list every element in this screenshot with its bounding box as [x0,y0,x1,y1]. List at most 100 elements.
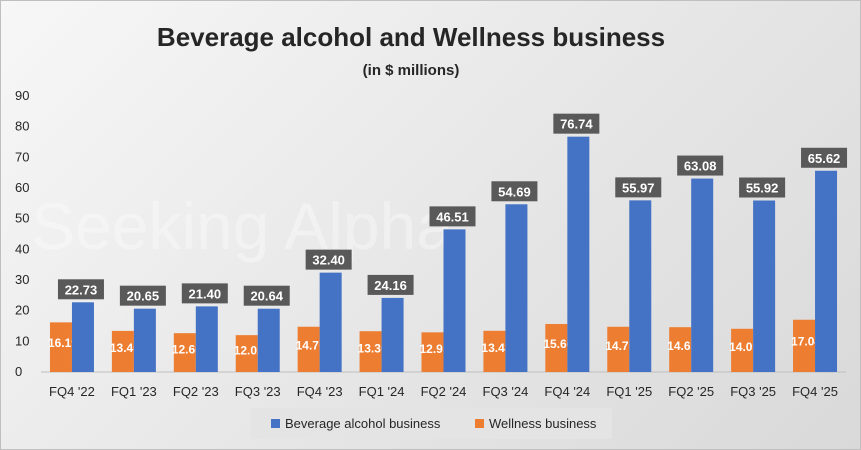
bar-beverage [381,297,404,372]
y-tick-label: 30 [15,272,29,287]
bar-beverage [443,229,466,372]
data-label-box-beverage [243,285,290,306]
x-tick-label: FQ4 '25 [792,384,838,399]
bar-beverage [629,200,652,372]
data-label-wellness: 14.09 [729,340,759,354]
bar-wellness [173,333,196,372]
x-tick-label: FQ3 '25 [730,384,776,399]
data-label-beverage: 22.73 [65,282,98,297]
legend-label-beverage: Beverage alcohol business [285,416,441,431]
bar-wellness [235,335,258,372]
bar-beverage [753,200,776,372]
data-label-box-beverage [367,274,414,295]
data-label-box-beverage [181,283,228,304]
data-label-wellness: 14.75 [605,339,635,353]
bar-beverage [815,170,838,372]
data-label-wellness: 13.40 [110,341,140,355]
bar-beverage [71,302,94,372]
x-axis: FQ4 '22 FQ1 '23 FQ2 '23 FQ3 '23 FQ4 '23 FQ1 '… [49,384,838,399]
y-tick-label: 10 [15,333,29,348]
data-label-box-beverage [615,177,662,198]
data-label-beverage: 32.40 [312,253,345,268]
legend: Beverage alcohol business Wellness busin… [251,408,612,439]
data-label-beverage: 55.92 [746,181,779,196]
data-label-beverage: 24.16 [374,278,407,293]
legend-swatch-beverage [271,419,280,428]
bar-beverage [567,136,590,372]
bar-beverage [195,306,218,372]
x-tick-label: FQ2 '24 [421,384,467,399]
x-tick-label: FQ3 '24 [483,384,529,399]
x-tick-label: FQ2 '23 [173,384,219,399]
data-label-wellness: 12.02 [234,344,264,358]
bar-wellness [483,330,506,372]
bar-wellness [545,323,568,372]
data-label-box-beverage [739,177,786,198]
bar-beverage [257,308,280,372]
data-label-beverage: 21.40 [189,286,222,301]
y-tick-label: 50 [15,211,29,226]
x-tick-label: FQ4 '24 [544,384,590,399]
data-label-wellness: 16.19 [48,336,78,350]
y-tick-label: 0 [15,364,22,379]
y-axis: 0 10 20 30 40 50 60 70 80 90 [15,88,29,379]
watermark: Seeking Alpha [31,189,453,263]
data-label-wellness: 13.30 [358,341,388,355]
data-label-box-beverage [429,206,476,227]
data-label-box-beverage [677,155,724,176]
data-label-wellness: 14.61 [667,339,697,353]
bar-wellness [669,327,692,372]
data-label-beverage: 54.69 [498,184,531,199]
bar-wellness [731,328,754,372]
legend-label-wellness: Wellness business [489,416,597,431]
x-tick-label: FQ4 '22 [49,384,95,399]
data-label-wellness: 12.66 [172,342,202,356]
data-label-box-beverage [57,279,104,300]
data-label-beverage: 76.74 [560,117,593,132]
data-label-box-beverage [491,181,538,202]
x-tick-label: FQ3 '23 [235,384,281,399]
data-label-beverage: 63.08 [684,159,717,174]
data-label-box-beverage [119,285,166,306]
data-label-wellness: 15.66 [543,337,573,351]
bar-wellness [49,322,72,372]
bar-wellness [359,331,382,372]
y-tick-label: 70 [15,149,29,164]
y-tick-label: 20 [15,303,29,318]
data-label-box-beverage [553,113,600,134]
bars: 16.19 22.73 13.40 20.65 12.66 21.40 12.02 20.64… [48,113,848,372]
bar-wellness [111,330,134,372]
y-tick-label: 80 [15,119,29,134]
bar-wellness [297,326,320,372]
data-label-beverage: 65.62 [808,151,841,166]
data-label-beverage: 46.51 [436,209,469,224]
bar-wellness [607,326,630,372]
data-label-wellness: 17.04 [791,335,821,349]
bar-wellness [793,319,816,372]
data-label-beverage: 55.97 [622,180,655,195]
legend-swatch-wellness [475,419,484,428]
chart-title: Beverage alcohol and Wellness business [157,22,665,52]
legend-box [251,408,612,439]
bar-beverage [505,204,528,372]
y-tick-label: 90 [15,88,29,103]
data-label-box-beverage [801,147,848,168]
data-label-wellness: 14.76 [296,339,326,353]
data-label-beverage: 20.65 [127,289,160,304]
x-tick-label: FQ1 '23 [111,384,157,399]
bar-beverage [691,178,714,372]
chart-subtitle: (in $ millions) [363,62,460,79]
data-label-box-beverage [305,249,352,270]
x-tick-label: FQ1 '24 [359,384,405,399]
data-label-beverage: 20.64 [250,289,283,304]
data-label-wellness: 12.93 [419,342,449,356]
x-tick-label: FQ4 '23 [297,384,343,399]
bar-beverage [133,308,156,372]
x-tick-label: FQ1 '25 [606,384,652,399]
y-tick-label: 60 [15,180,29,195]
data-label-wellness: 13.43 [481,341,511,355]
y-tick-label: 40 [15,241,29,256]
bar-beverage [319,272,342,372]
